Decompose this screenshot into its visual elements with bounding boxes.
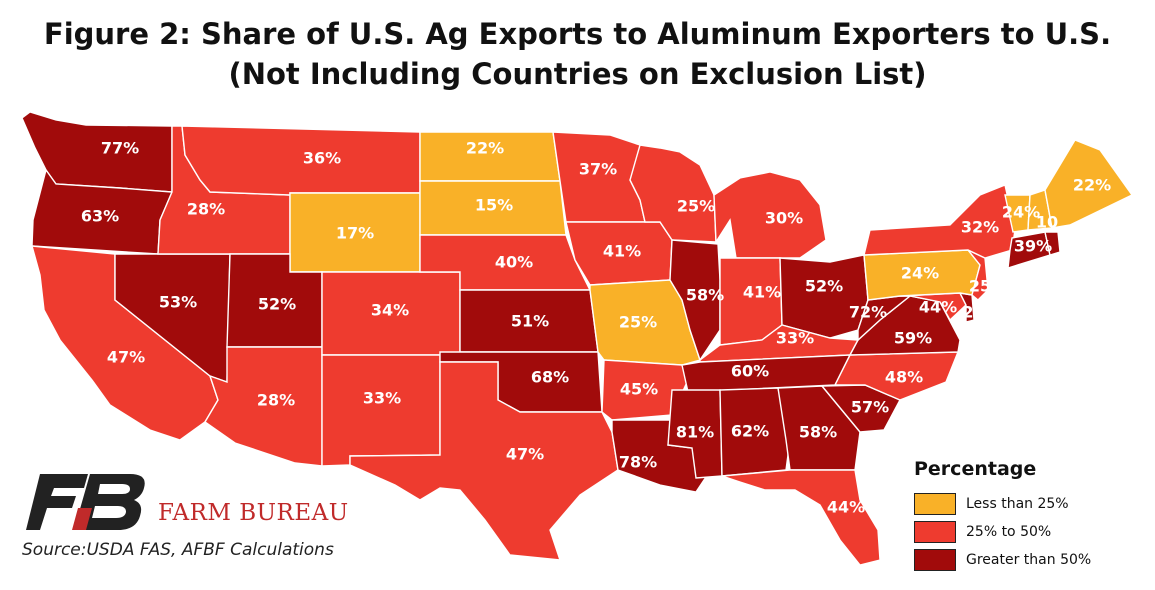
brand-name: FARM BUREAU	[158, 500, 349, 526]
state-label-or: 63%	[81, 207, 119, 226]
state-label-id: 28%	[187, 200, 225, 219]
state-fl	[721, 469, 881, 566]
state-me	[1044, 139, 1134, 229]
state-label-wv: 72%	[849, 303, 887, 322]
state-label-in: 41%	[743, 283, 781, 302]
state-label-tx: 47%	[506, 445, 544, 464]
state-label-wi: 25%	[677, 197, 715, 216]
state-ri	[1044, 231, 1061, 256]
state-label-sc: 57%	[851, 398, 889, 417]
state-label-ny: 32%	[961, 218, 999, 237]
state-mi	[713, 171, 827, 259]
state-oh	[779, 254, 869, 339]
state-label-ga: 58%	[799, 423, 837, 442]
state-label-ms: 81%	[676, 423, 714, 442]
state-label-ky: 33%	[776, 329, 814, 348]
state-label-az: 28%	[257, 391, 295, 410]
state-label-co: 34%	[371, 301, 409, 320]
state-label-pa: 24%	[901, 264, 939, 283]
map-title: Figure 2: Share of U.S. Ag Exports to Al…	[0, 14, 1155, 94]
legend: Percentage Less than 25% 25% to 50% Grea…	[914, 458, 1091, 574]
state-label-oh: 52%	[805, 277, 843, 296]
state-label-la: 78%	[619, 453, 657, 472]
legend-label-high: Greater than 50%	[966, 552, 1092, 568]
state-label-ut: 52%	[258, 295, 296, 314]
source-note: Source:USDA FAS, AFBF Calculations	[22, 540, 334, 560]
farm-bureau-logo	[26, 474, 151, 534]
state-label-sd: 15%	[475, 196, 513, 215]
state-label-wy: 17%	[336, 224, 374, 243]
state-label-nj: 25	[969, 277, 991, 296]
state-label-nh: 10	[1036, 213, 1058, 232]
legend-item-low: Less than 25%	[914, 490, 1091, 518]
state-label-il: 58%	[686, 286, 724, 305]
state-label-me: 22%	[1073, 176, 1111, 195]
state-label-vt: 24%	[1002, 203, 1040, 222]
state-label-ks: 51%	[511, 312, 549, 331]
state-label-de: 2	[962, 303, 973, 322]
state-ct	[1007, 231, 1051, 269]
farm-bureau-fb-logo-icon	[26, 474, 145, 530]
state-label-fl: 44%	[827, 498, 865, 517]
state-label-va: 59%	[894, 329, 932, 348]
state-label-mn: 37%	[579, 160, 617, 179]
legend-label-mid: 25% to 50%	[966, 524, 1052, 540]
legend-swatch-mid	[914, 521, 956, 543]
legend-label-low: Less than 25%	[966, 496, 1069, 512]
legend-swatch-high	[914, 549, 956, 571]
state-label-ok: 68%	[531, 368, 569, 387]
legend-title: Percentage	[914, 458, 1037, 480]
state-nm	[321, 354, 441, 467]
state-label-ia: 41%	[603, 242, 641, 261]
state-label-nv: 53%	[159, 293, 197, 312]
title-line-2: (Not Including Countries on Exclusion Li…	[228, 57, 927, 91]
legend-item-high: Greater than 50%	[914, 546, 1091, 574]
state-label-ar: 45%	[620, 380, 658, 399]
title-line-1: Figure 2: Share of U.S. Ag Exports to Al…	[43, 17, 1112, 51]
state-label-al: 62%	[731, 422, 769, 441]
state-mt	[181, 125, 421, 196]
state-label-ne: 40%	[495, 253, 533, 272]
state-label-tn: 60%	[731, 362, 769, 381]
state-label-mt: 36%	[303, 149, 341, 168]
state-label-mi: 30%	[765, 209, 803, 228]
state-tx	[349, 361, 619, 561]
state-label-nm: 33%	[363, 389, 401, 408]
legend-swatch-low	[914, 493, 956, 515]
state-label-nd: 22%	[466, 139, 504, 158]
state-label-ca: 47%	[107, 348, 145, 367]
state-label-nc: 48%	[885, 368, 923, 387]
legend-item-mid: 25% to 50%	[914, 518, 1091, 546]
state-label-ri: 5	[1046, 258, 1057, 277]
state-wi	[629, 144, 717, 243]
state-label-md: 44%	[919, 298, 957, 317]
state-label-wa: 77%	[101, 139, 139, 158]
state-label-mo: 25%	[619, 313, 657, 332]
state-label-ct: 39%	[1014, 237, 1052, 256]
